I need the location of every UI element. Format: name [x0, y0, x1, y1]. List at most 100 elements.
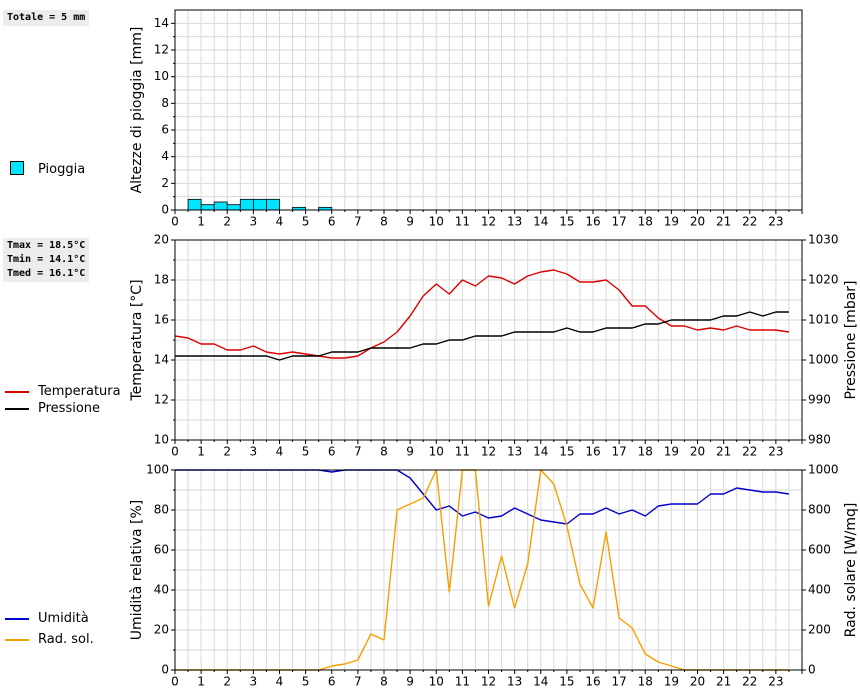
- rain-bar: [239, 198, 254, 211]
- panel-1-y-tick-label: 2: [161, 176, 169, 190]
- rain-bar: [252, 198, 267, 211]
- panel-2-x-tick-label: 7: [354, 445, 362, 459]
- temperature-legend-label: Temperatura: [38, 384, 121, 399]
- panel-1-x-tick-label: 10: [429, 215, 444, 229]
- rain-legend-label: Pioggia: [38, 162, 86, 177]
- panel-3-y-tick-label: 60: [154, 543, 169, 557]
- rain-bar: [213, 201, 228, 211]
- panel-3-x-tick-label: 23: [768, 675, 783, 689]
- panel-1-x-tick-label: 1: [197, 215, 205, 229]
- tmin-text: Tmin = 14.1°C: [7, 254, 86, 265]
- panel-1-x-tick-label: 6: [328, 215, 336, 229]
- panel-1-y-tick-label: 14: [154, 16, 169, 30]
- panel-1-x-tick-label: 8: [380, 215, 388, 229]
- panel-1-x-tick-label: 2: [223, 215, 231, 229]
- panel-3-y-tick-label: 0: [161, 663, 169, 677]
- panel-3-x-tick-label: 10: [429, 675, 444, 689]
- panel-3-y2-tick-label: 400: [808, 583, 831, 597]
- panel-1-y-tick-label: 12: [154, 43, 169, 57]
- panel-2-y2-axis-label: Pressione [mbar]: [843, 280, 859, 399]
- panel-1-y-tick-label: 0: [161, 203, 169, 217]
- panel-1-x-tick-label: 7: [354, 215, 362, 229]
- panel-2-x-tick-label: 8: [380, 445, 388, 459]
- panel-2-y2-tick-label: 1000: [808, 353, 839, 367]
- panel-2-x-tick-label: 3: [250, 445, 258, 459]
- panel-3-y-tick-label: 40: [154, 583, 169, 597]
- pressure-legend-label: Pressione: [38, 401, 101, 416]
- panel-3-y2-tick-label: 0: [808, 663, 816, 677]
- panel-1-x-tick-label: 19: [664, 215, 679, 229]
- panel-3-x-tick-label: 18: [638, 675, 653, 689]
- panel-1-x-tick-label: 17: [611, 215, 626, 229]
- panel-2-x-tick-label: 1: [197, 445, 205, 459]
- panel-1-x-tick-label: 12: [481, 215, 496, 229]
- panel-2-y2-tick-label: 1010: [808, 313, 839, 327]
- panel-1-x-tick-label: 9: [406, 215, 414, 229]
- panel-1-x-tick-label: 13: [507, 215, 522, 229]
- rain-total-text: Totale = 5 mm: [7, 12, 86, 23]
- panel-2-y-tick-label: 18: [154, 273, 169, 287]
- panel-3-x-tick-label: 8: [380, 675, 388, 689]
- panel-3-y2-tick-label: 1000: [808, 463, 839, 477]
- panel-3-x-tick-label: 12: [481, 675, 496, 689]
- panel-1-y-tick-label: 8: [161, 96, 169, 110]
- panel-3-x-tick-label: 0: [171, 675, 179, 689]
- panel-1-x-tick-label: 15: [559, 215, 574, 229]
- pressione-line: [175, 311, 789, 361]
- panel-3-y-tick-label: 80: [154, 503, 169, 517]
- panel-2-x-tick-label: 2: [223, 445, 231, 459]
- panel-3-x-tick-label: 2: [223, 675, 231, 689]
- panel-3-x-tick-label: 4: [276, 675, 284, 689]
- panel-3-x-tick-label: 1: [197, 675, 205, 689]
- panel-1-x-tick-label: 3: [250, 215, 258, 229]
- panel-3-x-tick-label: 14: [533, 675, 548, 689]
- panel-3-x-tick-label: 22: [742, 675, 757, 689]
- panel-2-y-tick-label: 10: [154, 433, 169, 447]
- rain-total-box: Totale = 5 mm: [3, 10, 90, 26]
- panel-3-x-tick-label: 15: [559, 675, 574, 689]
- panel-1-x-tick-label: 22: [742, 215, 757, 229]
- panel-1-x-tick-label: 20: [690, 215, 705, 229]
- panel-3-x-tick-label: 19: [664, 675, 679, 689]
- panel-2-y-tick-label: 16: [154, 313, 169, 327]
- panel-3-x-tick-label: 21: [716, 675, 731, 689]
- panel-2-y-tick-label: 12: [154, 393, 169, 407]
- panel-2-x-tick-label: 5: [302, 445, 310, 459]
- panel-3-y-tick-label: 100: [146, 463, 169, 477]
- panel-1-x-tick-label: 21: [716, 215, 731, 229]
- panel-2-x-tick-label: 12: [481, 445, 496, 459]
- panel-3-x-tick-label: 6: [328, 675, 336, 689]
- panel-2-x-tick-label: 4: [276, 445, 284, 459]
- rain-bar: [187, 198, 202, 211]
- panel-2-y2-tick-label: 990: [808, 393, 831, 407]
- panel-1-x-tick-label: 23: [768, 215, 783, 229]
- panel-2-y2-tick-label: 980: [808, 433, 831, 447]
- panel-3-x-tick-label: 9: [406, 675, 414, 689]
- panel-1-y-tick-label: 4: [161, 149, 169, 163]
- panel-1-y-tick-label: 6: [161, 123, 169, 137]
- temperature-stats-box: Tmax = 18.5°C Tmin = 14.1°C Tmed = 16.1°…: [3, 238, 90, 282]
- panel-3-x-tick-label: 3: [250, 675, 258, 689]
- panel-1-x-tick-label: 11: [455, 215, 470, 229]
- panel-2-x-tick-label: 14: [533, 445, 548, 459]
- panel-3-x-tick-label: 5: [302, 675, 310, 689]
- panel-3-y2-tick-label: 800: [808, 503, 831, 517]
- tmax-text: Tmax = 18.5°C: [7, 240, 86, 251]
- panel-1-x-tick-label: 0: [171, 215, 179, 229]
- temperatura-line: [174, 269, 790, 359]
- panel-2-x-tick-label: 22: [742, 445, 757, 459]
- panel-3-y2-tick-label: 600: [808, 543, 831, 557]
- panel-1-x-tick-label: 16: [585, 215, 600, 229]
- panel-2-x-tick-label: 23: [768, 445, 783, 459]
- panel-3-x-tick-label: 7: [354, 675, 362, 689]
- panel-2-y2-tick-label: 1030: [808, 233, 839, 247]
- temperature-legend-line: [5, 391, 29, 393]
- humidity-legend-label: Umidità: [38, 611, 89, 626]
- humidity-legend-line: [5, 618, 29, 620]
- panel-3-x-tick-label: 11: [455, 675, 470, 689]
- panel-3-y-axis-label: Umidità relativa [%]: [129, 500, 145, 641]
- panel-3-x-tick-label: 16: [585, 675, 600, 689]
- panel-2-y-axis-label: Temperatura [°C]: [129, 279, 145, 401]
- panel-2-x-tick-label: 0: [171, 445, 179, 459]
